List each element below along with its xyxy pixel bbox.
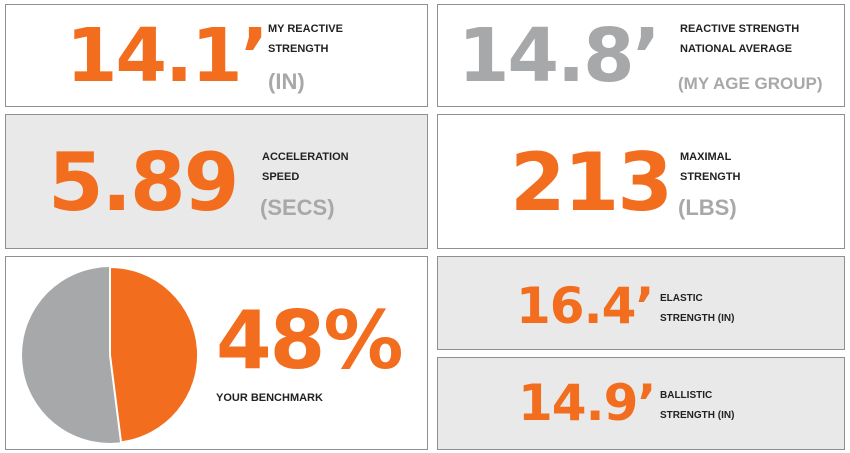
benchmark-value: 48% (216, 294, 403, 387)
maximal-strength-unit: (LBS) (678, 195, 737, 220)
elastic-strength-card: 16.4’ ELASTIC STRENGTH (IN) (437, 256, 845, 350)
reactive-strength-value: 14.1’ (66, 13, 269, 99)
ballistic-strength-card: 14.9’ BALLISTIC STRENGTH (IN) (437, 357, 845, 450)
acceleration-speed-value: 5.89 (48, 136, 239, 229)
maximal-strength-value: 213 (510, 136, 673, 229)
elastic-strength-label-line2: STRENGTH (IN) (660, 313, 735, 324)
acceleration-speed-label-line1: ACCELERATION (262, 151, 349, 163)
ballistic-strength-label-line2: STRENGTH (IN) (660, 410, 735, 421)
elastic-strength-label-line1: ELASTIC (660, 293, 703, 304)
national-average-value: 14.8’ (458, 13, 661, 99)
ballistic-strength-value: 14.9’ (518, 374, 656, 432)
benchmark-card: 48% YOUR BENCHMARK (5, 256, 428, 450)
elastic-strength-value: 16.4’ (516, 277, 654, 335)
benchmark-label: YOUR BENCHMARK (216, 392, 323, 404)
reactive-strength-label-line2: STRENGTH (268, 43, 329, 55)
benchmark-pie-slice (109, 265, 200, 444)
reactive-strength-unit: (IN) (268, 69, 305, 94)
acceleration-speed-label-line2: SPEED (262, 171, 300, 183)
acceleration-speed-unit: (SECS) (260, 195, 335, 220)
national-average-unit: (MY AGE GROUP) (678, 74, 823, 93)
maximal-strength-card: 213 MAXIMAL STRENGTH (LBS) (437, 114, 845, 249)
reactive-strength-label-line1: MY REACTIVE (268, 23, 343, 35)
maximal-strength-label-line2: STRENGTH (680, 171, 741, 183)
national-average-label-line2: NATIONAL AVERAGE (680, 43, 793, 55)
acceleration-speed-card: 5.89 ACCELERATION SPEED (SECS) (5, 114, 428, 249)
maximal-strength-label-line1: MAXIMAL (680, 151, 732, 163)
reactive-strength-card: 14.1’ MY REACTIVE STRENGTH (IN) (5, 4, 428, 107)
national-average-card: 14.8’ REACTIVE STRENGTH NATIONAL AVERAGE… (437, 4, 845, 107)
ballistic-strength-label-line1: BALLISTIC (660, 390, 713, 401)
national-average-label-line1: REACTIVE STRENGTH (680, 23, 800, 35)
benchmark-pie (22, 265, 200, 444)
